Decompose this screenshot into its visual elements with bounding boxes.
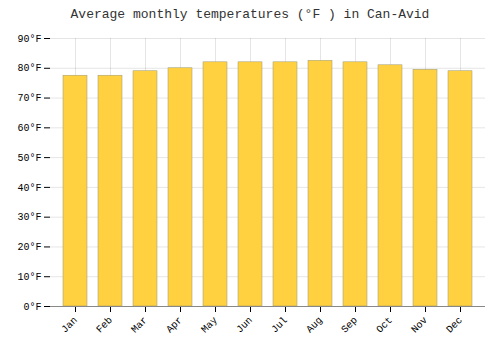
svg-text:May: May: [199, 315, 220, 336]
svg-text:Dec: Dec: [444, 315, 465, 336]
svg-text:90°F: 90°F: [17, 34, 41, 45]
svg-text:Mar: Mar: [129, 315, 150, 336]
svg-text:70°F: 70°F: [17, 93, 41, 104]
svg-text:30°F: 30°F: [17, 212, 41, 223]
svg-text:Feb: Feb: [94, 315, 115, 336]
svg-text:Apr: Apr: [164, 315, 185, 336]
svg-text:Jun: Jun: [234, 315, 255, 336]
svg-text:50°F: 50°F: [17, 153, 41, 164]
svg-text:10°F: 10°F: [17, 272, 41, 283]
svg-text:Nov: Nov: [409, 315, 430, 336]
svg-text:80°F: 80°F: [17, 63, 41, 74]
svg-text:Aug: Aug: [304, 315, 325, 336]
svg-text:60°F: 60°F: [17, 123, 41, 134]
svg-text:40°F: 40°F: [17, 183, 41, 194]
html-text:Average monthly temperatures (: Average monthly temperatures (°F ) in Ca…: [70, 7, 430, 22]
svg-text:Jul: Jul: [269, 315, 290, 336]
svg-text:0°F: 0°F: [23, 302, 41, 313]
svg-text:Sep: Sep: [339, 315, 360, 336]
svg-text:Oct: Oct: [374, 315, 395, 336]
svg-text:Jan: Jan: [59, 315, 80, 336]
svg-text:20°F: 20°F: [17, 242, 41, 253]
